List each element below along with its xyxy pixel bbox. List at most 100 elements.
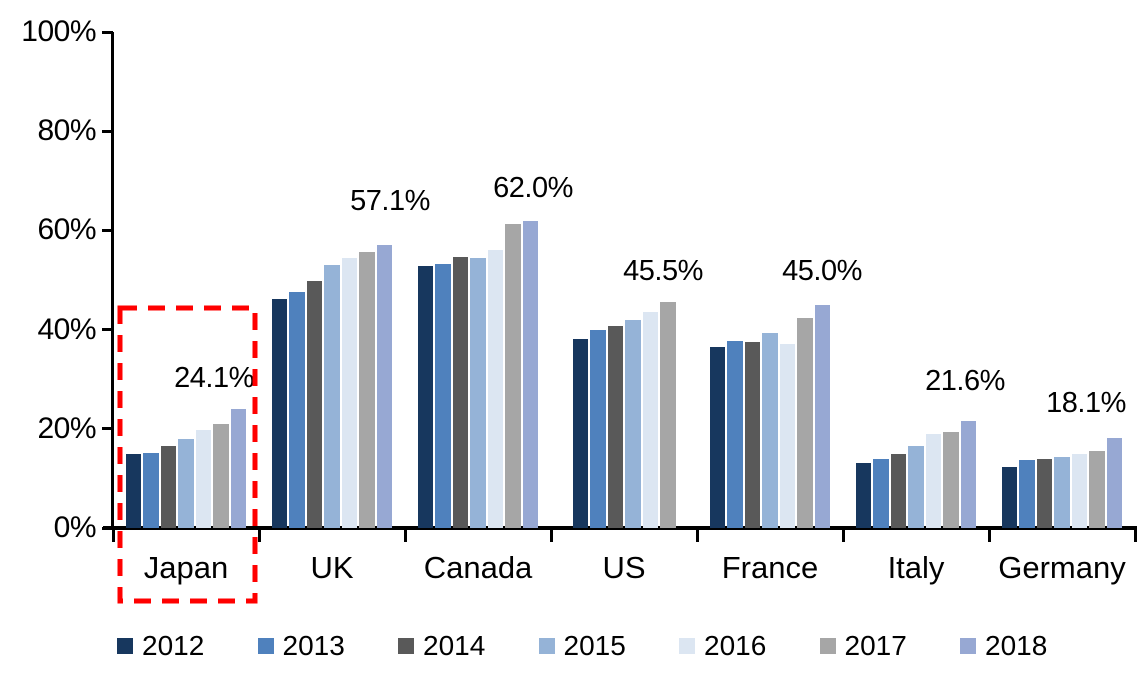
bar-germany-2018 (1106, 438, 1123, 528)
bar-france-2016 (779, 343, 796, 528)
y-axis-tick-label: 60% (37, 213, 96, 247)
legend-swatch-2014 (398, 638, 414, 654)
y-axis-tick (102, 30, 113, 34)
legend-item-2013: 2013 (257, 630, 345, 661)
bar-italy-2013 (873, 459, 889, 528)
bar-france-2015 (762, 333, 778, 528)
bar-italy-2012 (855, 462, 872, 528)
legend-label: 2016 (704, 630, 767, 661)
bar-italy-2017 (943, 432, 959, 528)
x-axis-tick (403, 528, 407, 542)
bar-japan-2014 (160, 445, 177, 528)
bar-group-japan (113, 408, 259, 528)
bar-group-germany (989, 438, 1135, 528)
legend-label: 2018 (985, 630, 1048, 661)
bar-france-2014 (744, 341, 761, 528)
bar-canada-2015 (470, 257, 486, 528)
category-label-germany: Germany (998, 550, 1126, 585)
legend-item-2016: 2016 (679, 631, 766, 661)
data-label-france: 45.0% (782, 255, 862, 287)
data-label-canada: 62.0% (493, 172, 573, 204)
bar-japan-2012 (125, 454, 142, 528)
category-label-us: US (602, 550, 646, 585)
bar-france-2013 (727, 341, 743, 528)
category-label-italy: Italy (887, 550, 945, 585)
data-label-italy: 21.6% (925, 365, 1005, 397)
bar-canada-2017 (505, 224, 521, 528)
bar-canada-2018 (522, 220, 539, 528)
bar-italy-2018 (960, 420, 977, 528)
bar-germany-2013 (1019, 460, 1035, 528)
bar-canada-2013 (435, 264, 451, 528)
legend-swatch-2016 (679, 638, 695, 654)
legend-label: 2017 (844, 630, 907, 661)
bar-uk-2015 (324, 265, 340, 528)
bar-uk-2013 (289, 291, 305, 528)
bar-germany-2017 (1089, 450, 1105, 528)
bar-us-2015 (625, 319, 641, 528)
bar-uk-2017 (359, 251, 375, 528)
bar-group-italy (843, 420, 989, 528)
bar-canada-2012 (417, 265, 434, 528)
y-axis-tick-label: 0% (53, 511, 97, 544)
legend-item-2017: 2017 (819, 630, 907, 661)
y-axis-tick (102, 228, 113, 232)
legend-swatch-2017 (819, 638, 836, 654)
y-axis-tick-label: 20% (37, 411, 96, 445)
bar-japan-2013 (143, 453, 159, 528)
data-label-us: 45.5% (623, 255, 703, 287)
bar-us-2014 (607, 325, 623, 528)
bar-group-france (697, 304, 843, 528)
data-label-japan: 24.1% (174, 362, 254, 394)
bar-japan-2016 (195, 430, 212, 528)
bar-uk-2012 (271, 298, 288, 528)
data-label-germany: 18.1% (1046, 387, 1126, 419)
bar-germany-2015 (1054, 457, 1070, 528)
y-axis-line (111, 32, 114, 529)
legend-label: 2015 (563, 630, 626, 661)
x-axis-tick (841, 528, 845, 542)
legend-label: 2014 (423, 630, 486, 661)
bar-germany-2014 (1036, 458, 1053, 528)
y-axis-tick-label: 40% (37, 312, 96, 346)
y-axis-tick (102, 427, 113, 431)
bar-uk-2014 (306, 281, 323, 528)
category-label-canada: Canada (423, 550, 533, 585)
bar-japan-2015 (178, 439, 194, 528)
y-axis-tick-label: 100% (21, 15, 96, 48)
x-axis-tick (257, 528, 261, 542)
bar-canada-2016 (487, 250, 504, 528)
y-axis-tick (102, 328, 113, 332)
y-axis-tick-label: 80% (37, 114, 96, 148)
bar-us-2012 (572, 338, 588, 528)
bar-japan-2018 (230, 408, 247, 528)
legend-label: 2013 (282, 630, 345, 661)
category-label-france: France (721, 550, 819, 585)
legend-swatch-2018 (960, 638, 976, 654)
category-label-japan: Japan (143, 550, 229, 585)
bar-group-uk (259, 244, 405, 528)
legend-swatch-2015 (538, 638, 555, 654)
category-label-uk: UK (310, 550, 354, 585)
bar-france-2017 (797, 318, 813, 528)
bar-group-us (551, 302, 697, 528)
data-label-uk: 57.1% (350, 185, 430, 217)
x-axis-line (103, 526, 1137, 530)
x-axis-tick (1133, 528, 1137, 542)
legend-item-2015: 2015 (538, 630, 626, 661)
bar-us-2016 (642, 312, 658, 528)
bar-canada-2014 (452, 256, 469, 528)
y-axis-tick (102, 129, 113, 133)
bar-germany-2012 (1001, 466, 1018, 528)
legend-item-2012: 2012 (117, 631, 204, 661)
legend-swatch-2012 (117, 638, 133, 654)
x-axis-tick (549, 528, 553, 542)
bar-italy-2014 (890, 453, 907, 528)
legend-item-2014: 2014 (398, 631, 485, 661)
bar-uk-2016 (341, 257, 358, 528)
bar-germany-2016 (1071, 453, 1088, 528)
bar-uk-2018 (376, 244, 393, 528)
legend-label: 2012 (142, 630, 205, 661)
bar-italy-2015 (908, 445, 924, 528)
